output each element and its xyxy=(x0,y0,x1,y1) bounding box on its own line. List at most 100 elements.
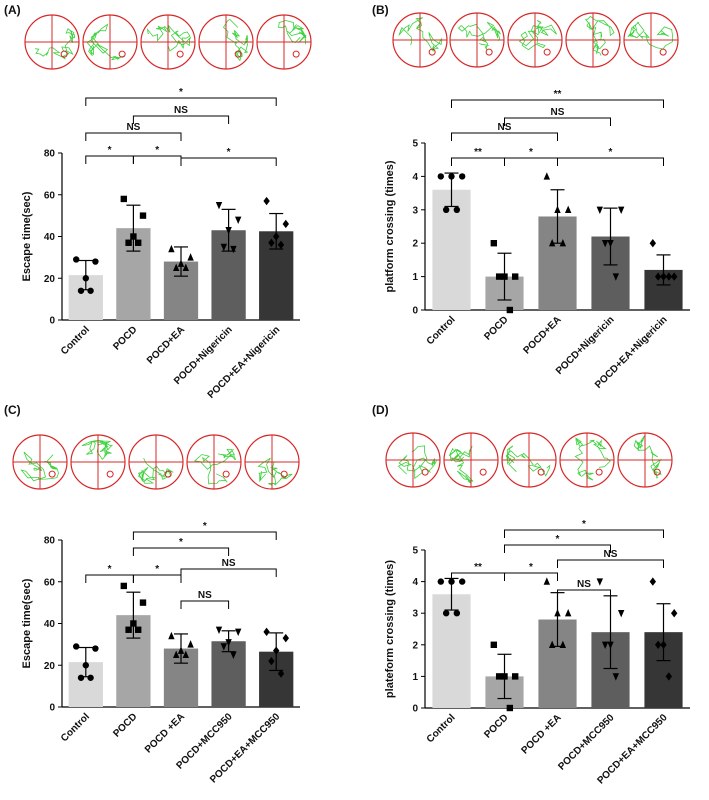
data-point xyxy=(654,272,662,281)
data-point xyxy=(277,240,285,250)
data-point xyxy=(554,205,561,213)
platform xyxy=(280,470,288,478)
significance-label: * xyxy=(529,147,533,158)
significance-bracket xyxy=(85,132,182,141)
x-tick-label: POCD xyxy=(111,711,139,739)
swim-path xyxy=(633,435,662,479)
data-point xyxy=(277,669,285,678)
y-tick-label: 4 xyxy=(412,577,418,588)
data-point xyxy=(596,206,604,214)
y-tick-label: 5 xyxy=(412,546,418,557)
data-point xyxy=(442,610,450,617)
data-point xyxy=(125,239,132,246)
data-point xyxy=(177,646,185,654)
bar xyxy=(432,594,471,708)
swim-path xyxy=(505,445,551,477)
y-tick-label: 0 xyxy=(49,703,55,714)
data-point xyxy=(220,243,228,252)
data-point xyxy=(268,656,275,666)
data-point xyxy=(130,620,137,627)
data-point xyxy=(453,206,461,213)
data-point xyxy=(617,610,625,618)
data-point xyxy=(273,232,280,241)
significance-bracket xyxy=(504,157,558,166)
x-tick-label: Control xyxy=(59,711,92,744)
significance-label: NS xyxy=(604,549,618,560)
significance-bracket xyxy=(451,572,505,581)
data-point xyxy=(670,609,678,618)
panel-label: (B) xyxy=(372,3,389,17)
data-point xyxy=(273,646,280,655)
significance-bracket xyxy=(557,559,664,568)
data-point xyxy=(548,640,556,648)
significance-label: NS xyxy=(126,122,140,133)
data-point xyxy=(268,238,275,247)
y-tick-label: 80 xyxy=(44,536,56,547)
data-point xyxy=(230,245,237,254)
data-point xyxy=(543,172,551,180)
platform xyxy=(164,470,172,478)
significance-label: * xyxy=(609,147,613,158)
significance-label: NS xyxy=(551,107,565,118)
data-point xyxy=(617,206,625,214)
data-point xyxy=(559,640,567,648)
platform xyxy=(543,48,551,56)
significance-label: * xyxy=(227,147,231,158)
data-point xyxy=(234,628,242,637)
x-tick-label: POCD+MCC950 xyxy=(556,712,617,773)
data-point xyxy=(490,240,498,247)
significance-label: ** xyxy=(554,89,562,100)
y-tick-label: 0 xyxy=(412,704,418,715)
data-point xyxy=(501,273,508,280)
data-point xyxy=(168,631,175,640)
data-point xyxy=(120,582,128,590)
data-point xyxy=(187,640,194,648)
data-point xyxy=(607,240,614,248)
significance-bracket xyxy=(451,99,664,108)
y-tick-label: 20 xyxy=(44,274,56,285)
significance-bracket xyxy=(451,132,558,141)
swim-path xyxy=(278,20,307,45)
data-point xyxy=(215,201,223,210)
y-axis-label: plateform crossing (times) xyxy=(384,560,396,698)
y-tick-label: 0 xyxy=(412,306,418,317)
significance-bracket xyxy=(504,572,558,581)
data-point xyxy=(73,256,80,263)
y-tick-label: 40 xyxy=(44,619,56,630)
data-point xyxy=(134,626,142,633)
data-point xyxy=(73,643,80,650)
data-point xyxy=(506,704,514,712)
swim-path xyxy=(193,448,237,485)
data-point xyxy=(225,227,232,235)
platform xyxy=(106,470,114,478)
significance-bracket xyxy=(132,531,277,540)
platform xyxy=(60,50,68,58)
y-tick-label: 20 xyxy=(44,661,56,672)
data-point xyxy=(506,306,514,314)
significance-bracket xyxy=(504,544,611,553)
data-point xyxy=(559,239,567,247)
data-point xyxy=(87,674,94,681)
y-tick-label: 4 xyxy=(412,172,418,183)
x-tick-label: POCD xyxy=(482,314,510,342)
platform xyxy=(601,48,609,56)
data-point xyxy=(173,650,180,659)
panel-label: (D) xyxy=(372,403,389,417)
significance-label: * xyxy=(155,145,159,156)
significance-label: NS xyxy=(498,122,512,133)
data-point xyxy=(649,577,657,586)
data-point xyxy=(490,641,498,648)
platform xyxy=(659,48,667,56)
data-point xyxy=(495,273,503,280)
data-point xyxy=(548,239,556,247)
significance-bracket xyxy=(132,547,230,556)
data-point xyxy=(665,272,673,281)
swim-path xyxy=(457,21,501,51)
swim-path xyxy=(86,23,125,61)
data-point xyxy=(230,651,237,660)
data-point xyxy=(511,273,519,280)
significance-bracket xyxy=(180,568,277,577)
x-tick-label: POCD+EA xyxy=(145,324,187,366)
platform xyxy=(485,48,493,56)
significance-bracket xyxy=(504,117,611,126)
